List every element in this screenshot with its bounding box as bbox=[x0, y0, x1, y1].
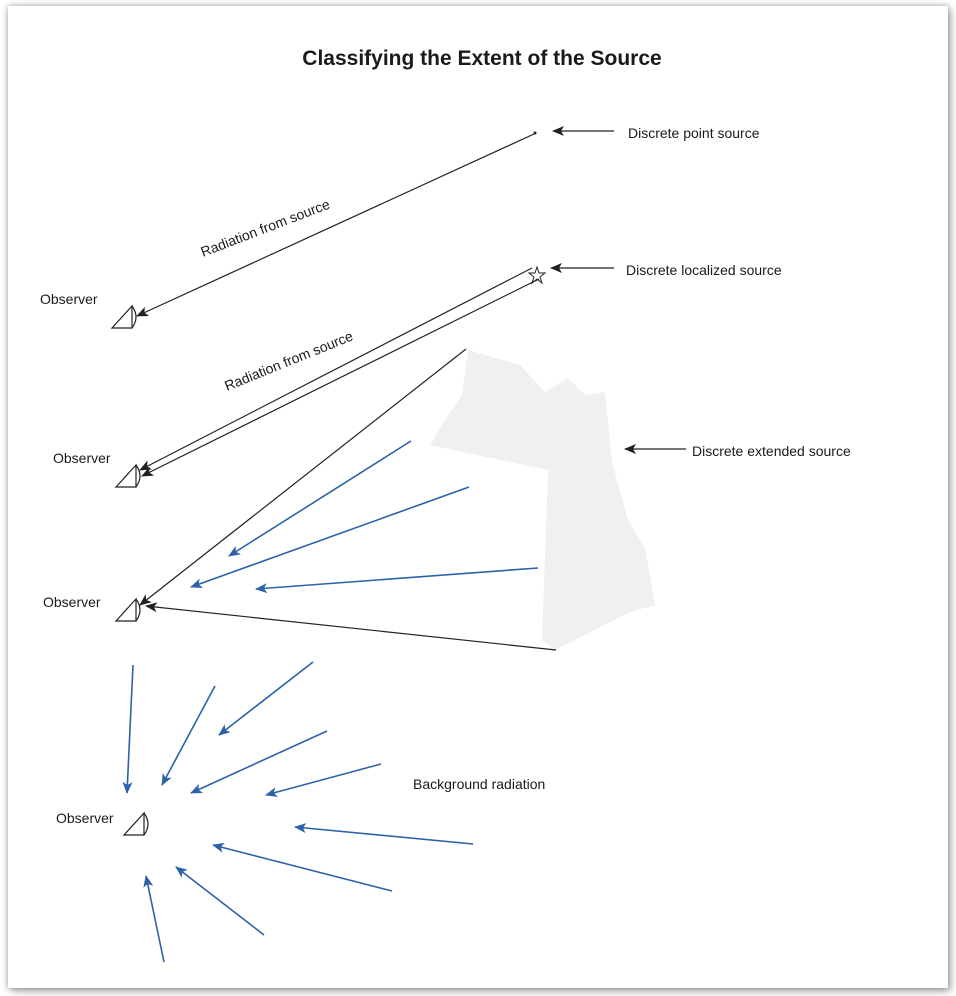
localized-source-label: Discrete localized source bbox=[626, 262, 782, 278]
diagram-frame bbox=[8, 6, 948, 988]
observer-label-3: Observer bbox=[43, 594, 101, 610]
observer-eye-icon-3 bbox=[114, 597, 141, 622]
localized-source-ray-lower bbox=[141, 278, 540, 477]
point-source-label: Discrete point source bbox=[628, 125, 760, 141]
radiation-label-2: Radiation from source bbox=[222, 328, 355, 394]
localized-source-ray-upper bbox=[139, 267, 533, 471]
background-arrow-9 bbox=[143, 875, 165, 963]
point-source-dot bbox=[533, 131, 537, 135]
diagram-title: Classifying the Extent of the Source bbox=[302, 47, 661, 70]
point-source-ray bbox=[136, 133, 535, 317]
observer-label-2: Observer bbox=[53, 450, 111, 466]
background-arrow-2 bbox=[161, 685, 216, 786]
observer-eye-icon-2 bbox=[114, 463, 141, 488]
extended-source-shape bbox=[430, 350, 655, 650]
background-radiation-label: Background radiation bbox=[413, 776, 545, 792]
observer-eye-icon-1 bbox=[110, 304, 137, 329]
background-arrow-8 bbox=[175, 866, 265, 936]
extended-source-label: Discrete extended source bbox=[692, 443, 851, 459]
extended-source-edge-upper bbox=[139, 348, 467, 606]
extended-source-edge-lower bbox=[145, 602, 557, 651]
radiation-label-1: Radiation from source bbox=[198, 196, 332, 260]
observer-label-1: Observer bbox=[40, 291, 98, 307]
localized-source-star-icon bbox=[527, 265, 547, 285]
observer-eye-icon-4 bbox=[122, 811, 149, 836]
background-arrow-7 bbox=[212, 842, 393, 892]
background-arrow-1 bbox=[122, 664, 134, 794]
extended-blue-arrow-2 bbox=[190, 486, 470, 588]
background-arrow-5 bbox=[265, 763, 382, 797]
background-arrow-4 bbox=[190, 730, 328, 794]
observer-label-4: Observer bbox=[56, 810, 114, 826]
extended-blue-arrow-1 bbox=[228, 440, 412, 557]
background-arrow-3 bbox=[218, 661, 314, 736]
background-arrow-6 bbox=[294, 823, 474, 845]
extended-blue-arrow-3 bbox=[255, 567, 539, 594]
